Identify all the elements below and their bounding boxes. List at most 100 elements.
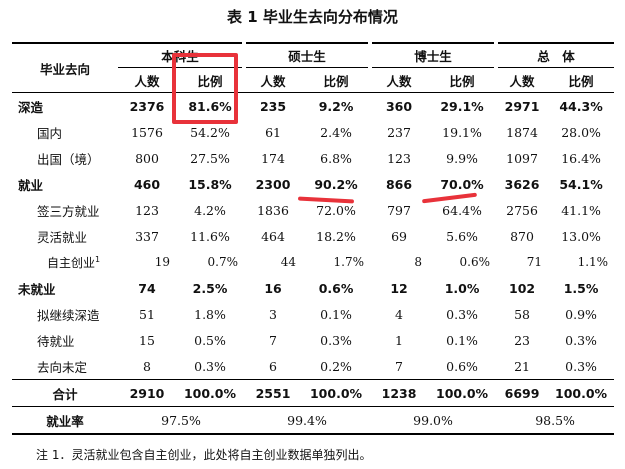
table-cell: 6 [269,358,277,374]
row-label: 待就业 [37,333,75,349]
table-cell: 9.2% [318,98,354,114]
table-cell: 98.5% [496,406,615,435]
table-cell: 866 [385,176,413,192]
group-header-total: 总 体 [494,42,615,68]
table-cell: 1.0% [444,280,480,296]
table-cell: 0.7% [207,255,239,269]
table-cell: 6.8% [320,150,352,166]
table-cell: 74 [138,280,156,296]
table-cell: 72.0% [316,202,356,218]
table-cell: 0.3% [194,358,226,374]
table-cell: 19 [154,255,170,269]
table-row: 深造 2376 81.6% 235 9.2% 360 29.1% 2971 44… [12,93,614,120]
table-cell: 41.1% [561,202,601,218]
table-cell: 0.6% [318,280,354,296]
table-cell: 11.6% [190,228,230,244]
row-header-label: 毕业去向 [12,42,118,93]
table-cell: 1836 [257,202,289,218]
table-cell: 4.2% [194,202,226,218]
table-cell: 337 [135,228,159,244]
table-cell: 4 [395,306,403,322]
row-label: 深造 [18,99,44,115]
table-cell: 58 [514,306,530,322]
table-cell: 5.6% [446,228,478,244]
table-cell: 100.0% [176,379,245,407]
table-cell: 21 [514,358,530,374]
table-cell: 69 [391,228,407,244]
table-cell: 71 [526,255,543,269]
subheader-count: 人数 [496,67,549,93]
table-cell: 1.8% [194,306,226,322]
table-cell: 27.5% [190,150,230,166]
table-cell: 464 [261,228,285,244]
table-cell: 0.6% [459,255,491,269]
table-cell: 100.0% [548,379,615,407]
table-cell: 54.1% [559,176,603,192]
table-cell: 13.0% [561,228,601,244]
table-row: 去向未定 8 0.3% 6 0.2% 7 0.6% 21 0.3% [12,353,614,380]
row-label: 就业率 [12,406,118,435]
table-cell: 0.3% [446,306,478,322]
table-cell: 2756 [506,202,538,218]
row-label: 签三方就业 [37,203,100,219]
table-row: 拟继续深造 51 1.8% 3 0.1% 4 0.3% 58 0.9% [12,301,614,327]
table-cell: 100.0% [302,379,371,407]
table-cell: 237 [387,124,411,140]
table-cell: 64.4% [442,202,482,218]
table-cell: 81.6% [188,98,232,114]
table-cell: 100.0% [428,379,497,407]
group-header-phd: 博士生 [368,42,497,68]
table-cell: 0.3% [565,332,597,348]
table-cell: 0.6% [446,358,478,374]
table-cell: 0.1% [446,332,478,348]
subheader-count: 人数 [118,67,176,93]
table-cell: 54.2% [190,124,230,140]
table-cell: 870 [510,228,534,244]
table-row-employment-rate: 就业率 97.5% 99.4% 99.0% 98.5% [12,406,615,435]
table-cell: 2910 [118,379,176,407]
table-cell: 15 [139,332,155,348]
row-label: 合计 [12,379,118,407]
table-cell: 0.3% [565,358,597,374]
table-row: 国内 1576 54.2% 61 2.4% 237 19.1% 1874 28.… [12,119,614,145]
table-cell: 2551 [244,379,303,407]
table-cell: 800 [135,150,159,166]
row-label: 出国（境） [37,151,100,167]
table-cell: 9.9% [446,150,478,166]
table-cell: 15.8% [188,176,232,192]
table-cell: 28.0% [561,124,601,140]
table-cell: 235 [259,98,287,114]
table-cell: 0.2% [320,358,352,374]
table-cell: 97.5% [118,406,245,435]
table-cell: 16 [264,280,282,296]
table-cell: 51 [139,306,155,322]
table-cell: 18.2% [316,228,356,244]
table-row: 出国（境） 800 27.5% 174 6.8% 123 9.9% 1097 1… [12,145,614,171]
table-cell: 70.0% [440,176,484,192]
table-cell: 7 [395,358,403,374]
table-cell: 1.7% [333,255,365,269]
table-row: 未就业 74 2.5% 16 0.6% 12 1.0% 102 1.5% [12,275,614,301]
table-cell: 29.1% [440,98,484,114]
table-cell: 3626 [504,176,540,192]
table-cell: 0.5% [194,332,226,348]
table-cell: 102 [509,280,536,296]
row-label: 灵活就业 [37,229,88,245]
table-cell: 23 [514,332,530,348]
table-cell: 460 [133,176,161,192]
table-cell: 3 [269,306,277,322]
table-cell: 6699 [496,379,549,407]
table-row: 自主创业1 19 0.7% 44 1.7% 8 0.6% 71 1.1% [12,249,614,275]
table-cell: 1238 [370,379,429,407]
subheader-ratio: 比例 [428,67,497,93]
row-label: 去向未定 [37,359,88,375]
table-cell: 123 [135,202,159,218]
table-cell: 2.4% [320,124,352,140]
table-cell: 0.1% [320,306,352,322]
footnote: 注 1．灵活就业包含自主创业，此处将自主创业数据单独列出。 [36,448,372,462]
table-cell: 61 [265,124,281,140]
table-cell: 44.3% [559,98,603,114]
row-label: 自主创业1 [12,249,118,275]
subheader-ratio: 比例 [548,67,615,93]
subheader-count: 人数 [370,67,429,93]
